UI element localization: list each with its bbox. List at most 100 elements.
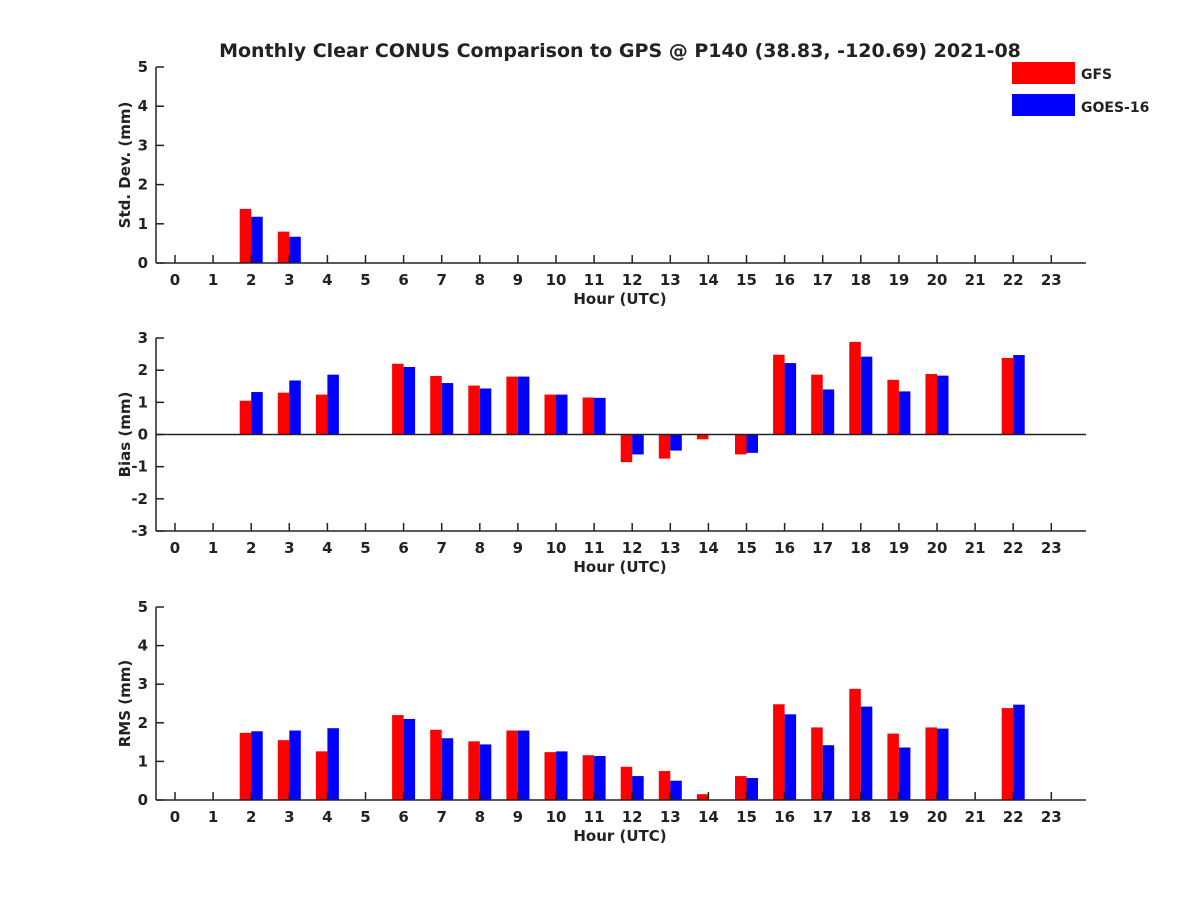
bias-bar-goes-16-hour-2 [251,392,263,435]
bias-bar-goes-16-hour-18 [860,356,873,435]
bias-x-tick-label: 4 [322,539,332,557]
bias-bar-gfs-hour-14 [696,434,709,440]
rms-y-tick-label: 5 [138,598,148,616]
std-dev-y-tick-label: 5 [138,58,148,76]
rms-bar-goes-16-hour-10 [556,751,568,800]
bias-y-tick-label: -3 [131,522,148,540]
std-dev-y-tick-label: 4 [138,97,148,115]
rms-bar-gfs-hour-17 [811,727,823,800]
bias-bar-goes-16-hour-16 [784,363,797,435]
rms-x-tick-label: 4 [322,808,332,826]
bias-x-tick-label: 18 [850,539,871,557]
rms-bar-gfs-hour-3 [277,740,290,800]
rms-bar-goes-16-hour-17 [822,745,835,800]
bias-x-tick-label: 14 [698,539,719,557]
rms-bar-goes-16-hour-13 [670,780,682,800]
std-dev-x-tick-label: 19 [888,271,909,289]
bias-x-tick-label: 19 [888,539,909,557]
rms-x-tick-label: 23 [1041,808,1062,826]
rms-x-tick-label: 2 [246,808,256,826]
rms-y-tick-label: 1 [138,752,148,770]
std-dev-x-tick-label: 16 [774,271,795,289]
rms-x-tick-label: 21 [965,808,986,826]
bias-y-tick-label: 1 [138,393,148,411]
rms-bar-goes-16-hour-3 [289,730,301,800]
bias-bar-gfs-hour-11 [582,397,595,435]
bias-bar-gfs-hour-10 [544,394,556,435]
rms-bar-goes-16-hour-8 [479,744,492,800]
bias-x-tick-label: 17 [812,539,833,557]
bias-x-tick-label: 20 [927,539,948,557]
std-dev-x-tick-label: 8 [475,271,485,289]
bias-x-tick-label: 15 [736,539,757,557]
bias-bar-gfs-hour-3 [277,392,290,435]
rms-bar-gfs-hour-4 [315,751,328,800]
bias-y-axis-label: Bias (mm) [116,392,134,478]
std-dev-bar-gfs-hour-3 [277,231,290,263]
bias-x-tick-label: 3 [284,539,294,557]
std-dev-x-tick-label: 21 [965,271,986,289]
std-dev-x-tick-label: 23 [1041,271,1062,289]
rms-x-tick-label: 20 [927,808,948,826]
rms-bar-gfs-hour-18 [849,688,861,800]
legend-label-gfs: GFS [1081,67,1112,83]
bias-x-tick-label: 21 [965,539,986,557]
bias-x-tick-label: 1 [208,539,218,557]
bias-bar-goes-16-hour-19 [898,391,911,435]
rms-x-tick-label: 8 [475,808,485,826]
bias-bar-goes-16-hour-11 [594,397,606,435]
bias-bar-goes-16-hour-12 [632,434,644,455]
bias-x-tick-label: 16 [774,539,795,557]
std-dev-x-tick-label: 4 [322,271,332,289]
rms-bar-gfs-hour-8 [468,741,480,800]
std-dev-x-tick-label: 0 [170,271,180,289]
bias-y-tick-label: -2 [131,490,148,508]
bias-x-tick-label: 0 [170,539,180,557]
bias-bar-goes-16-hour-3 [289,380,301,435]
legend-label-goes-16: GOES-16 [1081,100,1149,116]
rms-x-tick-label: 17 [812,808,833,826]
rms-y-tick-label: 2 [138,714,148,732]
bias-x-tick-label: 23 [1041,539,1062,557]
rms-bar-gfs-hour-16 [773,704,785,800]
bias-bar-gfs-hour-12 [620,434,633,463]
rms-bar-goes-16-hour-19 [898,747,911,800]
bias-x-tick-label: 13 [660,539,681,557]
rms-x-tick-label: 6 [398,808,408,826]
rms-x-tick-label: 0 [170,808,180,826]
legend-swatch-goes-16 [1012,94,1075,116]
rms-x-tick-label: 9 [513,808,523,826]
rms-x-tick-label: 14 [698,808,719,826]
bias-x-tick-label: 11 [584,539,605,557]
rms-bar-gfs-hour-6 [392,715,404,800]
bias-bar-gfs-hour-6 [392,363,404,435]
bias-y-tick-label: 0 [138,426,148,444]
std-dev-x-tick-label: 20 [927,271,948,289]
rms-y-tick-label: 0 [138,791,148,809]
bias-bar-goes-16-hour-8 [479,388,492,435]
std-dev-bar-goes-16-hour-3 [289,236,301,263]
rms-x-tick-label: 1 [208,808,218,826]
std-dev-y-tick-label: 3 [138,136,148,154]
bias-bar-gfs-hour-9 [506,376,518,435]
rms-x-tick-label: 7 [436,808,446,826]
std-dev-y-tick-label: 1 [138,215,148,233]
rms-bar-gfs-hour-12 [620,766,633,800]
bias-bar-goes-16-hour-10 [556,394,568,435]
rms-y-tick-label: 4 [138,637,148,655]
bias-x-axis-label: Hour (UTC) [573,558,666,576]
rms-bar-gfs-hour-20 [925,727,937,800]
std-dev-y-axis-label: Std. Dev. (mm) [116,102,134,229]
bias-y-tick-label: 3 [138,329,148,347]
rms-x-tick-label: 11 [584,808,605,826]
rms-x-tick-label: 3 [284,808,294,826]
bias-x-tick-label: 22 [1003,539,1024,557]
std-dev-x-tick-label: 17 [812,271,833,289]
rms-bar-goes-16-hour-18 [860,706,873,800]
bias-bar-goes-16-hour-4 [327,374,339,435]
rms-bar-gfs-hour-22 [1001,708,1014,800]
bias-bar-goes-16-hour-20 [937,375,949,435]
rms-y-tick-label: 3 [138,675,148,693]
bias-bar-gfs-hour-8 [468,385,480,435]
rms-bar-goes-16-hour-11 [594,756,606,800]
